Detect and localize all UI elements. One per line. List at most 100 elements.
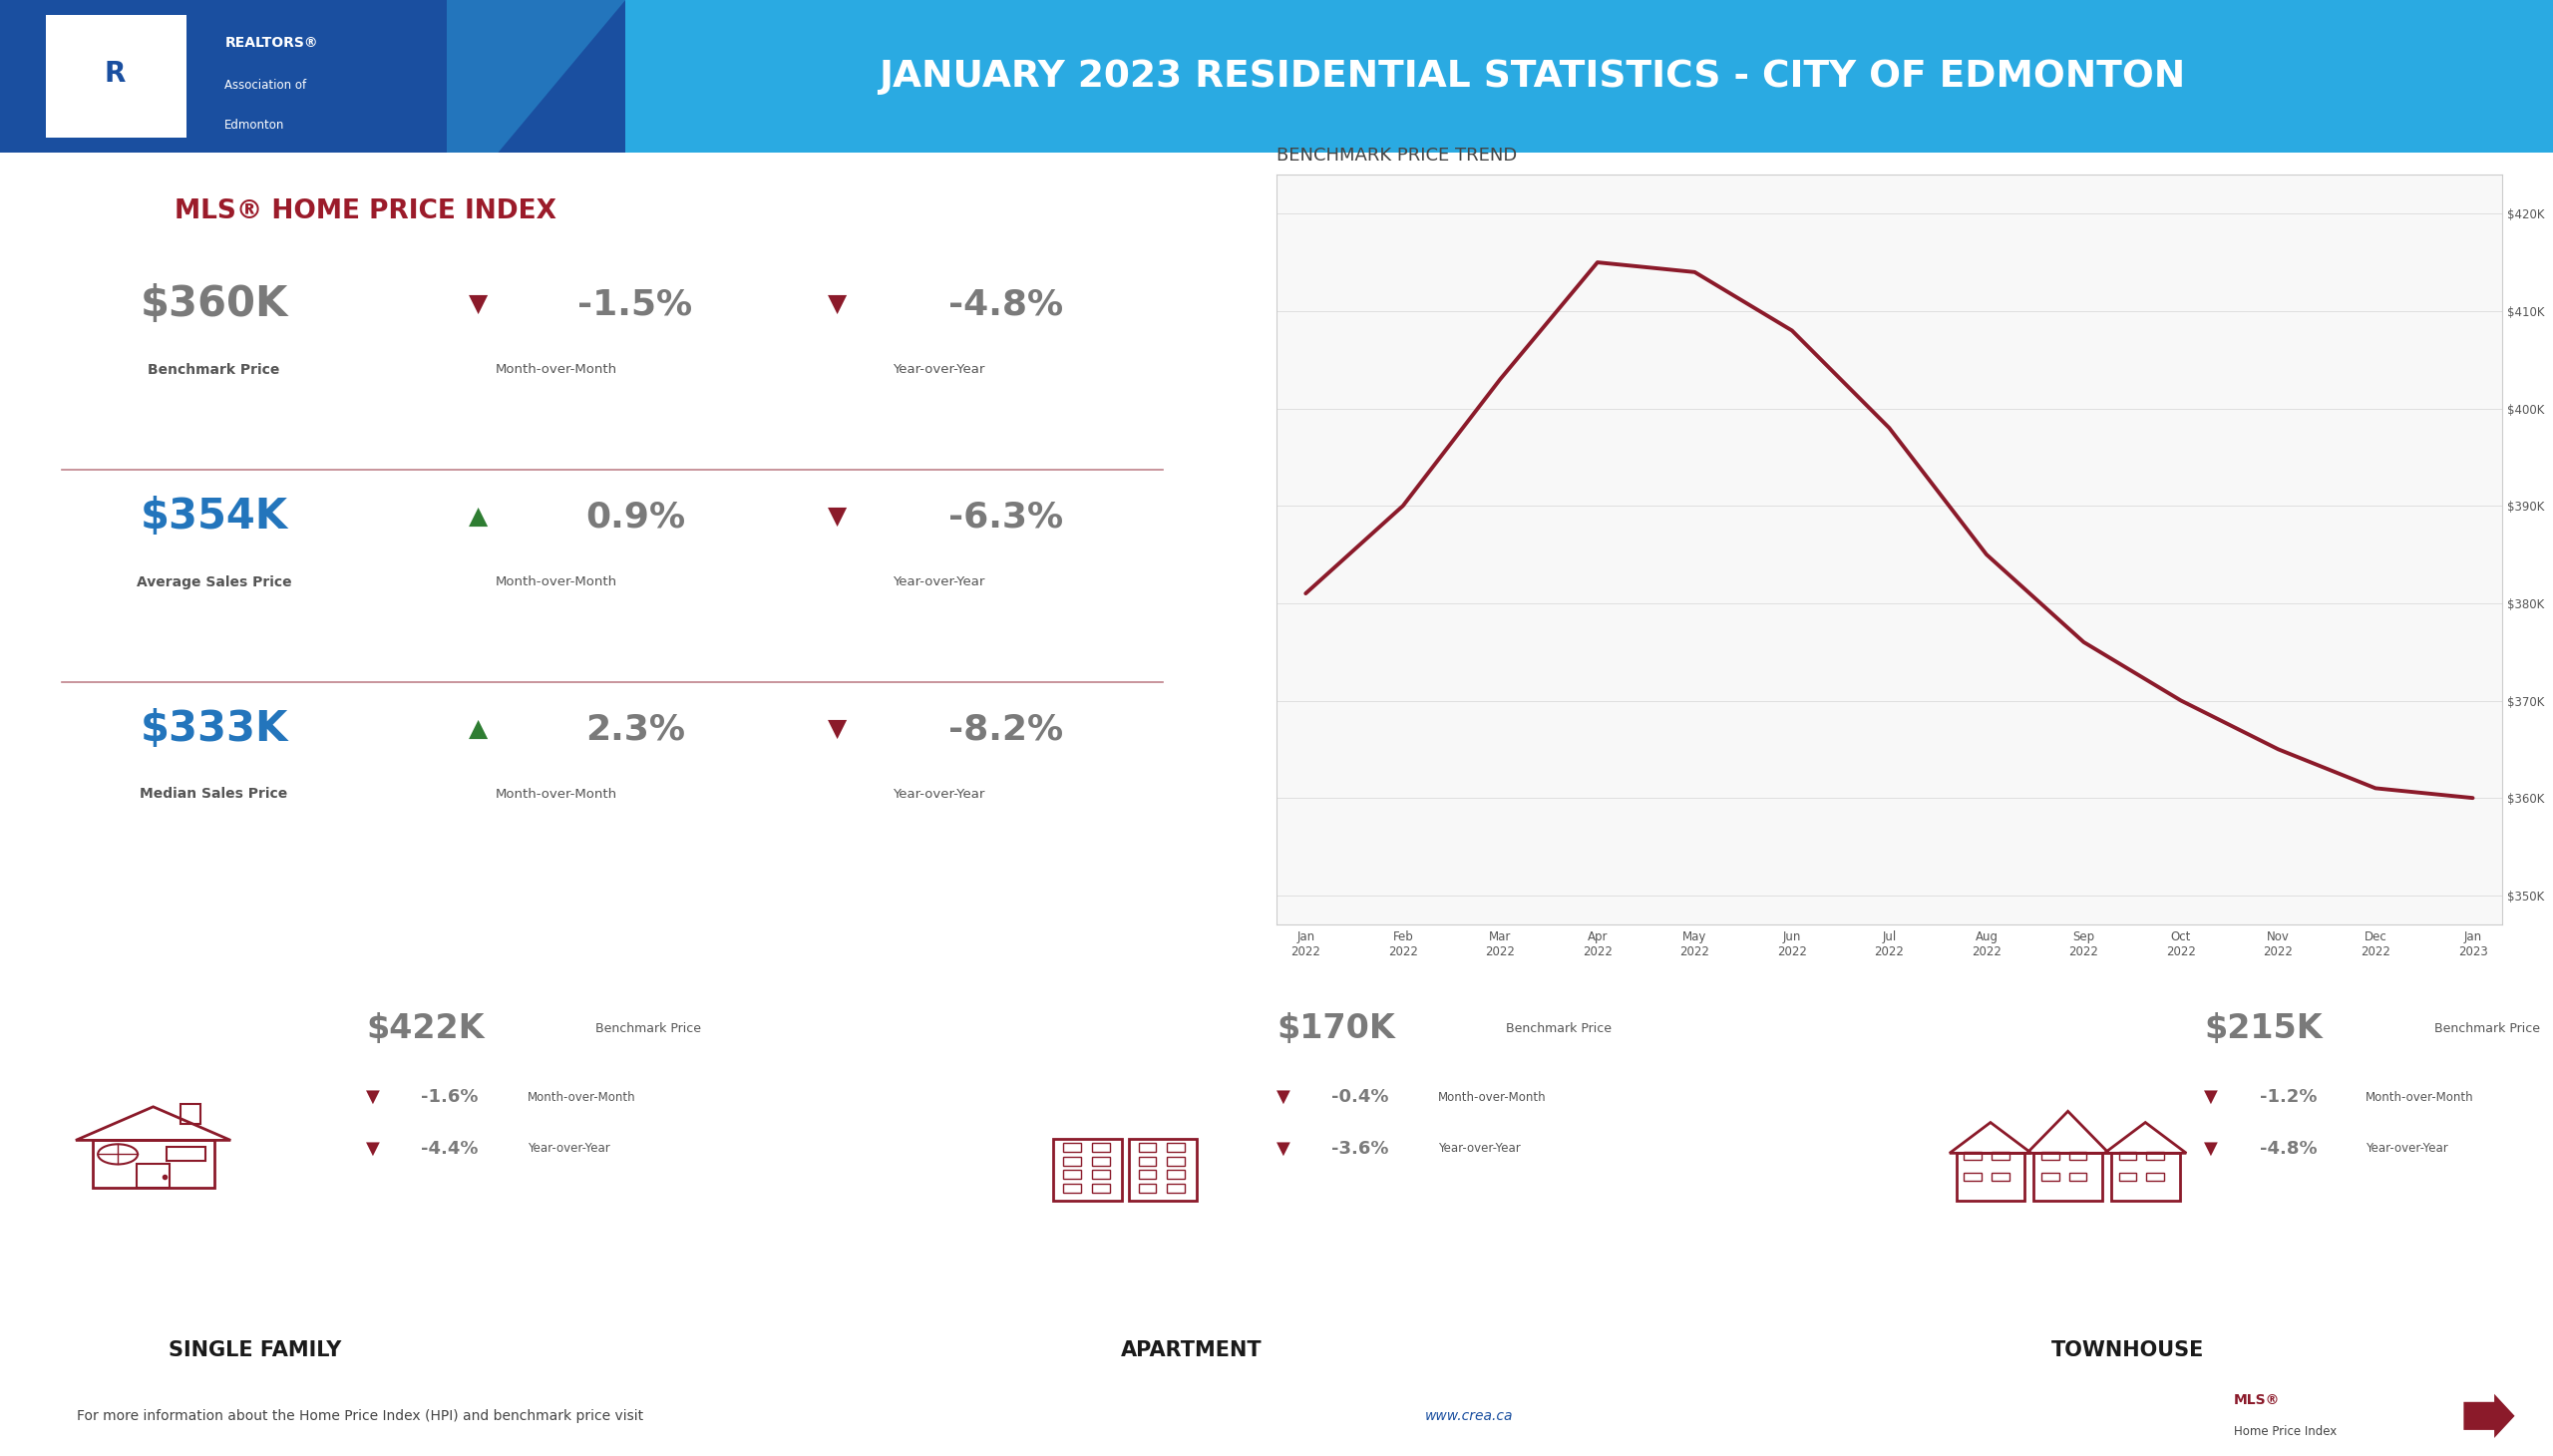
Bar — [2042, 1172, 2060, 1181]
Bar — [181, 1104, 202, 1124]
Text: ▼: ▼ — [2203, 1088, 2219, 1107]
Text: ▲: ▲ — [467, 505, 488, 529]
Bar — [1991, 1172, 2009, 1181]
Text: $422K: $422K — [365, 1012, 485, 1045]
Text: ▼: ▼ — [467, 293, 488, 316]
Text: Month-over-Month: Month-over-Month — [495, 575, 618, 588]
Bar — [1062, 1156, 1080, 1165]
Bar — [166, 1147, 204, 1160]
Text: Year-over-Year: Year-over-Year — [2367, 1142, 2448, 1155]
Text: $360K: $360K — [140, 284, 288, 325]
Text: TOWNHOUSE: TOWNHOUSE — [2050, 1341, 2203, 1360]
Text: ▼: ▼ — [2203, 1140, 2219, 1158]
Bar — [92, 1140, 214, 1188]
Text: Year-over-Year: Year-over-Year — [894, 575, 985, 588]
Text: JANUARY 2023 RESIDENTIAL STATISTICS - CITY OF EDMONTON: JANUARY 2023 RESIDENTIAL STATISTICS - CI… — [878, 58, 2185, 95]
Text: Year-over-Year: Year-over-Year — [528, 1142, 610, 1155]
Bar — [1139, 1156, 1157, 1165]
Text: R: R — [105, 60, 125, 87]
Text: -4.4%: -4.4% — [421, 1140, 477, 1158]
Bar — [1167, 1156, 1185, 1165]
Bar — [2147, 1172, 2165, 1181]
Bar — [0, 0, 447, 153]
Text: SINGLE FAMILY: SINGLE FAMILY — [168, 1341, 342, 1360]
Text: Edmonton: Edmonton — [225, 119, 286, 132]
Bar — [1167, 1184, 1185, 1192]
Text: REALTORS®: REALTORS® — [225, 36, 319, 50]
Text: Benchmark Price: Benchmark Price — [2433, 1022, 2540, 1035]
Text: -4.8%: -4.8% — [2259, 1140, 2318, 1158]
Text: ▲: ▲ — [467, 716, 488, 741]
Text: ▼: ▼ — [365, 1140, 380, 1158]
Text: Home Price Index: Home Price Index — [2234, 1425, 2336, 1439]
FancyArrow shape — [2464, 1393, 2515, 1439]
Bar — [1963, 1172, 1981, 1181]
Text: Median Sales Price: Median Sales Price — [140, 788, 288, 801]
Text: -4.8%: -4.8% — [950, 287, 1062, 322]
Text: Month-over-Month: Month-over-Month — [495, 363, 618, 376]
Text: $170K: $170K — [1276, 1012, 1394, 1045]
Text: -1.2%: -1.2% — [2259, 1088, 2316, 1107]
Text: MLS® HOME PRICE INDEX: MLS® HOME PRICE INDEX — [174, 198, 557, 224]
Text: ▼: ▼ — [1276, 1088, 1289, 1107]
Text: -0.4%: -0.4% — [1333, 1088, 1389, 1107]
Text: ▼: ▼ — [827, 293, 848, 316]
Text: APARTMENT: APARTMENT — [1121, 1341, 1261, 1360]
Text: -1.5%: -1.5% — [577, 287, 692, 322]
Text: -6.3%: -6.3% — [950, 499, 1062, 534]
Bar — [2042, 1152, 2060, 1160]
Text: -8.2%: -8.2% — [950, 712, 1062, 745]
Text: -1.6%: -1.6% — [421, 1088, 477, 1107]
Bar — [2068, 1152, 2086, 1160]
Text: Month-over-Month: Month-over-Month — [2367, 1091, 2474, 1104]
Bar — [1093, 1156, 1111, 1165]
Bar — [1093, 1171, 1111, 1179]
Text: -3.6%: -3.6% — [1333, 1140, 1389, 1158]
Bar — [1062, 1143, 1080, 1152]
Bar — [1128, 1139, 1197, 1201]
Text: $333K: $333K — [140, 708, 288, 750]
Text: BENCHMARK PRICE TREND: BENCHMARK PRICE TREND — [1276, 147, 1516, 165]
Text: Year-over-Year: Year-over-Year — [1437, 1142, 1522, 1155]
Bar — [135, 1165, 168, 1188]
Bar — [1093, 1143, 1111, 1152]
Bar — [1062, 1171, 1080, 1179]
Bar — [2035, 1153, 2101, 1201]
Bar — [1167, 1143, 1185, 1152]
Text: Benchmark Price: Benchmark Price — [595, 1022, 702, 1035]
Bar — [46, 16, 186, 138]
Bar — [1956, 1153, 2025, 1201]
Bar — [2119, 1172, 2137, 1181]
Text: Benchmark Price: Benchmark Price — [1506, 1022, 1611, 1035]
Text: ▼: ▼ — [827, 505, 848, 529]
Text: Month-over-Month: Month-over-Month — [1437, 1091, 1547, 1104]
Text: 0.9%: 0.9% — [585, 499, 684, 534]
Bar — [1139, 1143, 1157, 1152]
Polygon shape — [447, 0, 625, 153]
Text: $215K: $215K — [2203, 1012, 2323, 1045]
Text: Month-over-Month: Month-over-Month — [528, 1091, 636, 1104]
Text: ▼: ▼ — [1276, 1140, 1289, 1158]
Text: MLS®: MLS® — [2234, 1393, 2280, 1406]
Bar — [1139, 1184, 1157, 1192]
Bar — [1054, 1139, 1121, 1201]
Bar — [2068, 1172, 2086, 1181]
Text: Year-over-Year: Year-over-Year — [894, 788, 985, 801]
Text: ▼: ▼ — [827, 716, 848, 741]
Text: $354K: $354K — [140, 496, 288, 537]
Polygon shape — [447, 0, 625, 153]
Bar — [1963, 1152, 1981, 1160]
Text: Average Sales Price: Average Sales Price — [135, 575, 291, 590]
Text: ▼: ▼ — [365, 1088, 380, 1107]
Text: Year-over-Year: Year-over-Year — [894, 363, 985, 376]
Bar — [1093, 1184, 1111, 1192]
Text: Benchmark Price: Benchmark Price — [148, 363, 281, 377]
Bar — [2147, 1152, 2165, 1160]
Bar — [1062, 1184, 1080, 1192]
Text: Month-over-Month: Month-over-Month — [495, 788, 618, 801]
Text: Association of: Association of — [225, 79, 306, 92]
Bar — [2119, 1152, 2137, 1160]
Bar — [2111, 1153, 2180, 1201]
Bar — [1991, 1152, 2009, 1160]
Text: 2.3%: 2.3% — [585, 712, 684, 745]
